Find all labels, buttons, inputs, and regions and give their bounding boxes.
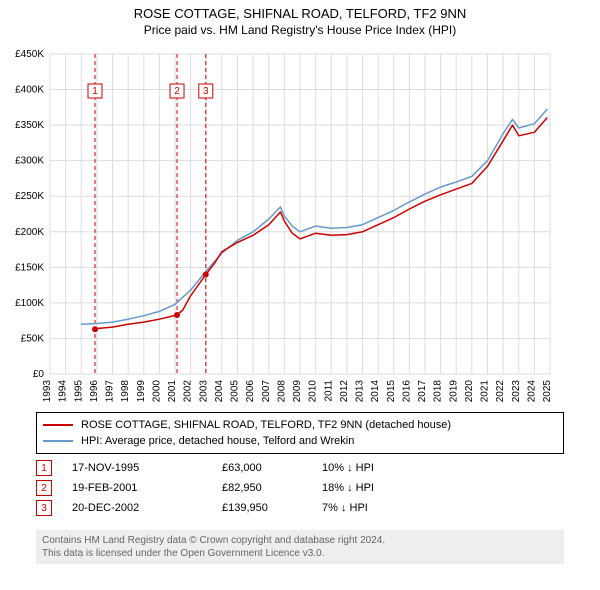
transaction-date: 17-NOV-1995 <box>72 462 222 474</box>
transaction-pct: 18% ↓ HPI <box>322 482 442 494</box>
svg-text:2: 2 <box>174 86 180 97</box>
svg-text:2008: 2008 <box>276 380 287 403</box>
svg-text:2010: 2010 <box>308 380 319 403</box>
svg-text:£200K: £200K <box>15 227 44 238</box>
svg-text:2005: 2005 <box>230 380 241 403</box>
transaction-date: 19-FEB-2001 <box>72 482 222 494</box>
svg-text:2012: 2012 <box>339 380 350 403</box>
transaction-pct: 7% ↓ HPI <box>322 502 442 514</box>
svg-text:2009: 2009 <box>292 380 303 403</box>
transactions-table: 1 17-NOV-1995£63,00010% ↓ HPI 2 19-FEB-2001… <box>36 458 564 518</box>
transaction-date: 20-DEC-2002 <box>72 502 222 514</box>
chart-title-line2: Price paid vs. HM Land Registry's House … <box>0 23 600 37</box>
svg-text:2003: 2003 <box>198 380 209 403</box>
svg-text:£300K: £300K <box>15 156 44 167</box>
svg-text:£0: £0 <box>33 369 45 380</box>
svg-text:2018: 2018 <box>433 380 444 403</box>
svg-text:1998: 1998 <box>120 380 131 403</box>
transaction-pct: 10% ↓ HPI <box>322 462 442 474</box>
legend-swatch <box>43 424 73 426</box>
price-chart-svg: £0 £50K £100K £150K £200K £250K £300K £350K £400… <box>0 44 560 404</box>
svg-text:2019: 2019 <box>448 380 459 403</box>
transaction-marker: 2 <box>36 480 52 496</box>
svg-text:3: 3 <box>203 86 209 97</box>
transaction-price: £63,000 <box>222 462 322 474</box>
transaction-price: £82,950 <box>222 482 322 494</box>
chart-area: £0 £50K £100K £150K £200K £250K £300K £350K £400… <box>0 44 600 407</box>
svg-text:£450K: £450K <box>15 49 44 60</box>
legend-label: HPI: Average price, detached house, Telf… <box>81 435 354 447</box>
attribution-box: Contains HM Land Registry data © Crown c… <box>36 530 564 564</box>
transaction-row: 3 20-DEC-2002£139,9507% ↓ HPI <box>36 498 564 518</box>
svg-text:2021: 2021 <box>480 380 491 403</box>
attribution-line1: Contains HM Land Registry data © Crown c… <box>42 534 558 547</box>
svg-text:2020: 2020 <box>464 380 475 403</box>
svg-text:2022: 2022 <box>495 380 506 403</box>
transaction-row: 2 19-FEB-2001£82,95018% ↓ HPI <box>36 478 564 498</box>
legend-row: HPI: Average price, detached house, Telf… <box>43 433 557 449</box>
attribution-line2: This data is licensed under the Open Gov… <box>42 547 558 560</box>
svg-text:2006: 2006 <box>245 380 256 403</box>
svg-text:2011: 2011 <box>323 380 334 402</box>
svg-text:2002: 2002 <box>183 380 194 403</box>
svg-text:2023: 2023 <box>511 380 522 403</box>
svg-text:1997: 1997 <box>105 380 116 403</box>
svg-text:2015: 2015 <box>386 380 397 403</box>
svg-text:1993: 1993 <box>42 380 53 403</box>
svg-text:1: 1 <box>92 86 98 97</box>
svg-text:2014: 2014 <box>370 380 381 403</box>
svg-text:£250K: £250K <box>15 191 44 202</box>
transaction-row: 1 17-NOV-1995£63,00010% ↓ HPI <box>36 458 564 478</box>
svg-text:£150K: £150K <box>15 262 44 273</box>
svg-text:2025: 2025 <box>542 380 553 403</box>
chart-title-line1: ROSE COTTAGE, SHIFNAL ROAD, TELFORD, TF2… <box>0 6 600 21</box>
svg-text:2004: 2004 <box>214 380 225 403</box>
svg-text:2007: 2007 <box>261 380 272 403</box>
svg-text:2000: 2000 <box>151 380 162 403</box>
svg-text:£350K: £350K <box>15 120 44 131</box>
svg-text:2024: 2024 <box>526 380 537 403</box>
svg-text:2017: 2017 <box>417 380 428 403</box>
svg-text:1994: 1994 <box>58 380 69 403</box>
svg-text:£100K: £100K <box>15 298 44 309</box>
svg-text:£50K: £50K <box>21 333 45 344</box>
svg-text:1995: 1995 <box>73 380 84 403</box>
svg-text:2013: 2013 <box>355 380 366 403</box>
transaction-marker: 3 <box>36 500 52 516</box>
svg-text:£400K: £400K <box>15 85 44 96</box>
svg-text:1999: 1999 <box>136 380 147 403</box>
svg-text:2001: 2001 <box>167 380 178 403</box>
legend-box: ROSE COTTAGE, SHIFNAL ROAD, TELFORD, TF2… <box>36 412 564 454</box>
legend-label: ROSE COTTAGE, SHIFNAL ROAD, TELFORD, TF2… <box>81 419 451 431</box>
legend-row: ROSE COTTAGE, SHIFNAL ROAD, TELFORD, TF2… <box>43 417 557 433</box>
svg-text:1996: 1996 <box>89 380 100 403</box>
legend-swatch <box>43 440 73 442</box>
svg-text:2016: 2016 <box>401 380 412 403</box>
transaction-marker: 1 <box>36 460 52 476</box>
transaction-price: £139,950 <box>222 502 322 514</box>
